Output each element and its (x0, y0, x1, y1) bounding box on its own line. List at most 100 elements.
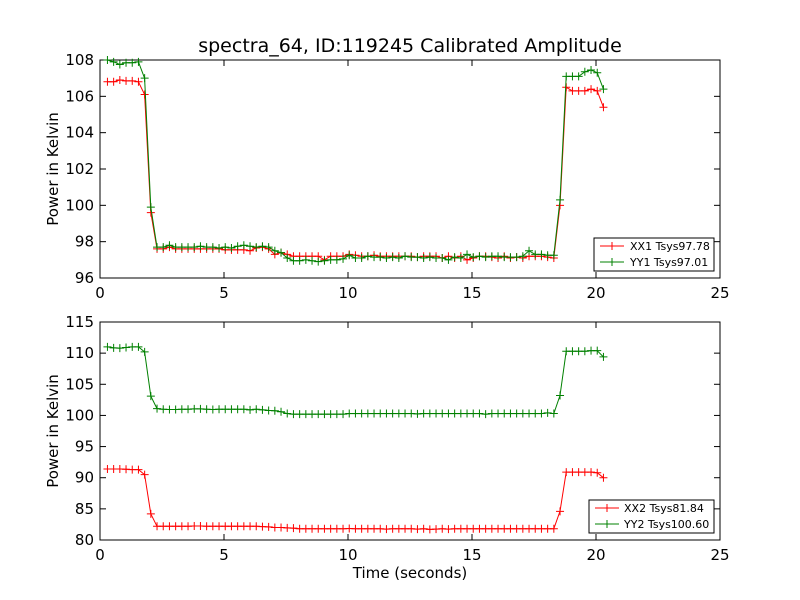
top-data-point (580, 86, 589, 95)
bottom-data-point (239, 405, 248, 414)
top-data-point (196, 242, 205, 251)
top-x-tick-label: 25 (710, 284, 729, 302)
top-data-point (252, 243, 261, 252)
bottom-data-point (140, 470, 149, 479)
top-data-point (394, 254, 403, 263)
top-x-tick-label: 0 (95, 284, 105, 302)
top-data-point (140, 90, 149, 99)
bottom-y-tick-label: 90 (75, 469, 94, 487)
bottom-data-point (475, 409, 484, 418)
top-data-point (140, 74, 149, 83)
top-data-point (382, 254, 391, 263)
bottom-data-point (549, 524, 558, 533)
top-y-tick-label: 96 (75, 269, 94, 287)
bottom-data-point (246, 405, 255, 414)
bottom-data-point (258, 405, 267, 414)
bottom-x-tick-label: 25 (710, 546, 729, 564)
top-data-point (363, 252, 372, 261)
bottom-x-tick-label: 15 (462, 546, 481, 564)
top-data-point (593, 68, 602, 77)
top-data-point (283, 254, 292, 263)
legend-label-xx1: XX1 Tsys97.78 (630, 240, 710, 253)
top-data-point (450, 253, 459, 262)
bottom-data-point (593, 468, 602, 477)
top-data-point (103, 56, 112, 64)
top-data-point (332, 255, 341, 264)
bottom-data-point (252, 405, 261, 414)
top-data-point (208, 243, 217, 252)
bottom-x-tick-label: 0 (95, 546, 105, 564)
bottom-data-point (115, 344, 124, 353)
bottom-data-point (140, 347, 149, 356)
top-legend-box (593, 237, 715, 272)
top-y-tick-label: 104 (65, 124, 94, 142)
bottom-ticks: 0 5 10 15 20 25 80 85 90 95 100 105 110 115 (65, 313, 729, 564)
bottom-data-point (556, 391, 565, 400)
top-data-point (115, 60, 124, 69)
top-data-point (295, 256, 304, 265)
bottom-data-point (264, 522, 273, 531)
top-x-tick-label: 15 (462, 284, 481, 302)
top-subplot: 0 5 10 15 20 25 96 98 100 102 104 106 108 Power in K… (44, 51, 730, 302)
x-axis-label: Time (seconds) (352, 564, 468, 582)
bottom-data-point (103, 342, 112, 351)
top-data-point (264, 243, 273, 252)
top-data-point (475, 252, 484, 261)
top-data-point (314, 257, 323, 266)
top-data-point (599, 85, 608, 94)
bottom-legend-box (588, 499, 715, 534)
top-data-point (258, 242, 267, 251)
top-data-point (413, 253, 422, 262)
top-data-point (593, 86, 602, 95)
top-y-tick-label: 102 (65, 160, 94, 178)
top-x-tick-label: 5 (219, 284, 229, 302)
bottom-legend: XX2 Tsys81.84 YY2 Tsys100.60 (588, 499, 715, 534)
bottom-subplot: 0 5 10 15 20 25 80 85 90 95 100 105 110 115 Power in … (44, 313, 730, 582)
top-y-tick-label: 100 (65, 196, 94, 214)
top-data-point (246, 242, 255, 251)
top-data-point (134, 77, 143, 86)
top-data-point (481, 253, 490, 262)
top-data-point (574, 72, 583, 81)
bottom-y-tick-label: 115 (65, 313, 94, 331)
top-data-point (308, 256, 317, 265)
top-data-point (215, 244, 224, 253)
top-data-point (518, 252, 527, 261)
top-data-point (580, 67, 589, 76)
top-data-point (425, 253, 434, 262)
bottom-data-point (549, 409, 558, 418)
top-data-point (401, 252, 410, 261)
bottom-data-point (289, 524, 298, 533)
top-y-tick-label: 108 (65, 51, 94, 69)
top-x-tick-label: 20 (586, 284, 605, 302)
top-data-point (128, 76, 137, 85)
top-data-point (109, 57, 118, 66)
bottom-data-point (543, 408, 552, 417)
bottom-y-tick-label: 105 (65, 375, 94, 393)
bottom-y-tick-label: 110 (65, 344, 94, 362)
top-data-point (277, 248, 286, 257)
bottom-data-point (146, 509, 155, 518)
bottom-x-tick-label: 20 (586, 546, 605, 564)
chart-title: spectra_64, ID:119245 Calibrated Amplitu… (198, 35, 622, 57)
legend-label-yy1: YY1 Tsys97.01 (629, 256, 708, 269)
top-data-point (239, 241, 248, 250)
bottom-data-point (122, 343, 131, 352)
bottom-data-point (134, 342, 143, 351)
top-data-point (587, 65, 596, 74)
top-data-point (456, 254, 465, 263)
bottom-data-point (277, 407, 286, 416)
bottom-y-axis-label: Power in Kelvin (44, 374, 62, 488)
top-data-point (190, 243, 199, 252)
legend-label-xx2: XX2 Tsys81.84 (624, 502, 704, 515)
bottom-data-point (481, 410, 490, 419)
bottom-data-point (593, 346, 602, 355)
top-data-point (345, 251, 354, 260)
top-data-point (320, 256, 329, 265)
bottom-data-point (270, 406, 279, 415)
top-data-point (494, 252, 503, 261)
bottom-data-point (283, 409, 292, 418)
top-data-point (556, 195, 565, 204)
legend-marker-xx1 (608, 242, 616, 250)
top-data-point (587, 85, 596, 94)
